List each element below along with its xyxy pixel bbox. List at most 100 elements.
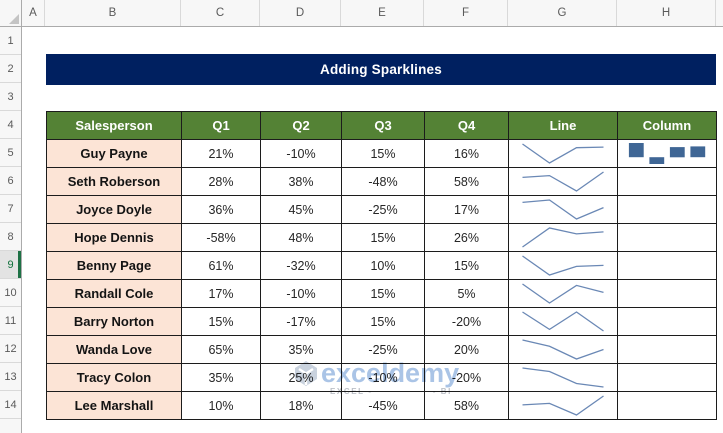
cell-q4[interactable]: 26% [425, 224, 509, 252]
cell-q4[interactable]: -20% [425, 364, 509, 392]
row-header-8[interactable]: 8 [0, 223, 21, 251]
row-header-10[interactable]: 10 [0, 279, 21, 307]
cell-q2[interactable]: -10% [261, 280, 342, 308]
cell-salesperson[interactable]: Seth Roberson [47, 168, 182, 196]
table-header-q3[interactable]: Q3 [342, 112, 425, 140]
column-header-c[interactable]: C [181, 0, 260, 26]
row-header-13[interactable]: 13 [0, 363, 21, 391]
cell-line-sparkline[interactable] [509, 336, 618, 364]
cell-line-sparkline[interactable] [509, 252, 618, 280]
cell-q4[interactable]: -20% [425, 308, 509, 336]
cell-line-sparkline[interactable] [509, 224, 618, 252]
cell-column-sparkline[interactable] [618, 140, 717, 168]
cell-q2[interactable]: 45% [261, 196, 342, 224]
cell-q3[interactable]: 10% [342, 252, 425, 280]
cell-salesperson[interactable]: Guy Payne [47, 140, 182, 168]
table-header-q1[interactable]: Q1 [182, 112, 261, 140]
cell-line-sparkline[interactable] [509, 168, 618, 196]
column-header-a[interactable]: A [22, 0, 45, 26]
cell-q4[interactable]: 17% [425, 196, 509, 224]
column-header-e[interactable]: E [341, 0, 424, 26]
row-header-2[interactable]: 2 [0, 55, 21, 83]
cell-salesperson[interactable]: Joyce Doyle [47, 196, 182, 224]
cell-column-sparkline[interactable] [618, 252, 717, 280]
cell-q4[interactable]: 15% [425, 252, 509, 280]
table-header-q2[interactable]: Q2 [261, 112, 342, 140]
cell-line-sparkline[interactable] [509, 196, 618, 224]
cell-column-sparkline[interactable] [618, 280, 717, 308]
cell-q3[interactable]: -45% [342, 392, 425, 420]
column-header-f[interactable]: F [424, 0, 508, 26]
table-header-salesperson[interactable]: Salesperson [47, 112, 182, 140]
cell-line-sparkline[interactable] [509, 364, 618, 392]
cell-q1[interactable]: 28% [182, 168, 261, 196]
cell-q2[interactable]: -17% [261, 308, 342, 336]
cell-q4[interactable]: 5% [425, 280, 509, 308]
title-banner-cell[interactable]: Adding Sparklines [46, 54, 716, 85]
cell-salesperson[interactable]: Barry Norton [47, 308, 182, 336]
cell-q4[interactable]: 16% [425, 140, 509, 168]
cell-salesperson[interactable]: Tracy Colon [47, 364, 182, 392]
row-header-5[interactable]: 5 [0, 139, 21, 167]
row-header-11[interactable]: 11 [0, 307, 21, 335]
cell-q2[interactable]: 35% [261, 336, 342, 364]
row-header-9[interactable]: 9 [0, 251, 21, 279]
cell-column-sparkline[interactable] [618, 308, 717, 336]
table-header-line[interactable]: Line [509, 112, 618, 140]
cell-q3[interactable]: 15% [342, 140, 425, 168]
table-header-q4[interactable]: Q4 [425, 112, 509, 140]
cell-q2[interactable]: 18% [261, 392, 342, 420]
column-header-d[interactable]: D [260, 0, 341, 26]
cell-q4[interactable]: 58% [425, 392, 509, 420]
cell-q1[interactable]: 35% [182, 364, 261, 392]
column-header-b[interactable]: B [45, 0, 181, 26]
cell-q4[interactable]: 58% [425, 168, 509, 196]
row-header-6[interactable]: 6 [0, 167, 21, 195]
row-header-1[interactable]: 1 [0, 27, 21, 55]
cell-line-sparkline[interactable] [509, 140, 618, 168]
cell-line-sparkline[interactable] [509, 392, 618, 420]
cell-column-sparkline[interactable] [618, 168, 717, 196]
cell-line-sparkline[interactable] [509, 308, 618, 336]
cell-line-sparkline[interactable] [509, 280, 618, 308]
column-header-h[interactable]: H [617, 0, 716, 26]
cell-q1[interactable]: 61% [182, 252, 261, 280]
cell-q3[interactable]: -48% [342, 168, 425, 196]
cell-salesperson[interactable]: Benny Page [47, 252, 182, 280]
cell-q1[interactable]: 10% [182, 392, 261, 420]
cell-q1[interactable]: 36% [182, 196, 261, 224]
cell-column-sparkline[interactable] [618, 336, 717, 364]
cell-q3[interactable]: -25% [342, 196, 425, 224]
cell-q2[interactable]: -32% [261, 252, 342, 280]
cell-q1[interactable]: -58% [182, 224, 261, 252]
cell-q2[interactable]: -10% [261, 140, 342, 168]
cell-q3[interactable]: -10% [342, 364, 425, 392]
cell-q1[interactable]: 15% [182, 308, 261, 336]
row-header-7[interactable]: 7 [0, 195, 21, 223]
table-header-column[interactable]: Column [618, 112, 717, 140]
cell-q1[interactable]: 65% [182, 336, 261, 364]
select-all-corner[interactable] [0, 0, 22, 27]
cell-q2[interactable]: 25% [261, 364, 342, 392]
cell-column-sparkline[interactable] [618, 392, 717, 420]
cell-q1[interactable]: 17% [182, 280, 261, 308]
row-header-3[interactable]: 3 [0, 83, 21, 111]
cell-q3[interactable]: 15% [342, 308, 425, 336]
cell-column-sparkline[interactable] [618, 224, 717, 252]
cell-q2[interactable]: 48% [261, 224, 342, 252]
row-header-4[interactable]: 4 [0, 111, 21, 139]
cell-salesperson[interactable]: Wanda Love [47, 336, 182, 364]
row-header-12[interactable]: 12 [0, 335, 21, 363]
cell-q2[interactable]: 38% [261, 168, 342, 196]
cell-q3[interactable]: -25% [342, 336, 425, 364]
column-header-g[interactable]: G [508, 0, 617, 26]
cell-q4[interactable]: 20% [425, 336, 509, 364]
cell-salesperson[interactable]: Lee Marshall [47, 392, 182, 420]
cell-salesperson[interactable]: Randall Cole [47, 280, 182, 308]
cell-salesperson[interactable]: Hope Dennis [47, 224, 182, 252]
row-header-14[interactable]: 14 [0, 391, 21, 419]
cell-column-sparkline[interactable] [618, 364, 717, 392]
cell-q3[interactable]: 15% [342, 224, 425, 252]
cell-column-sparkline[interactable] [618, 196, 717, 224]
cell-q3[interactable]: 15% [342, 280, 425, 308]
